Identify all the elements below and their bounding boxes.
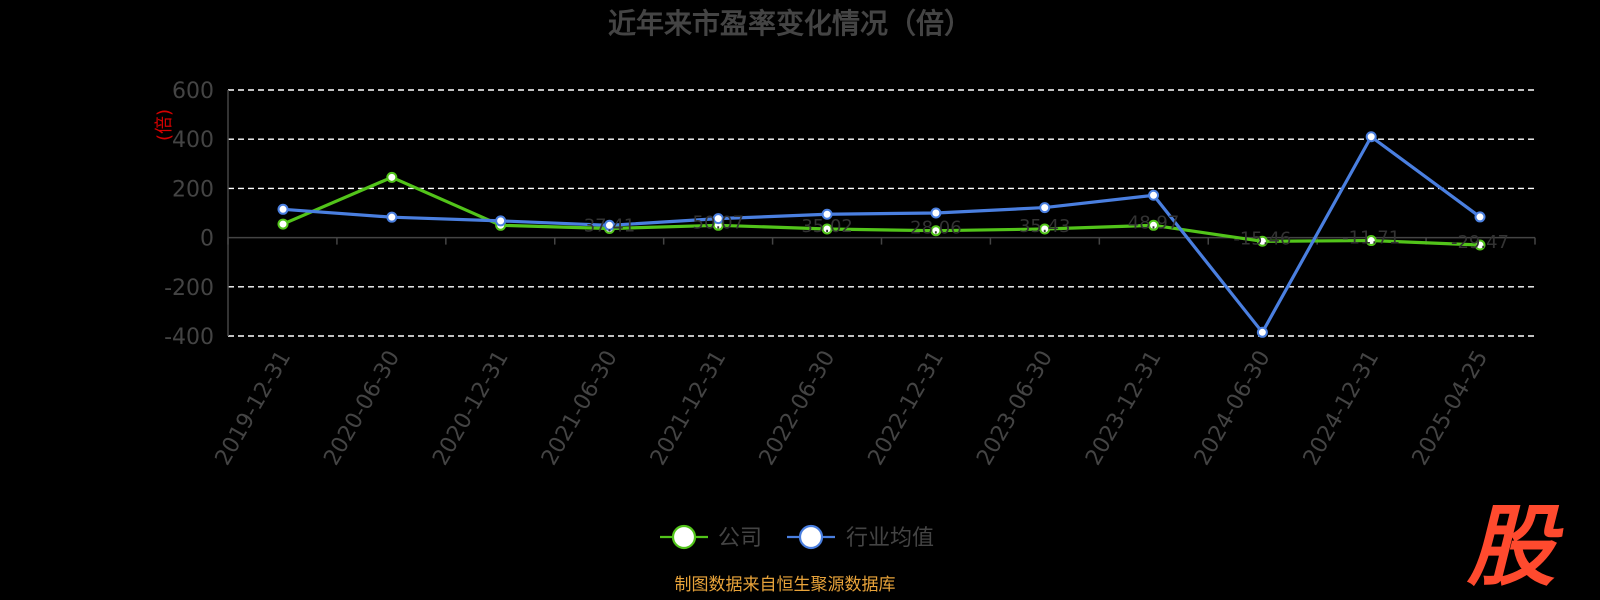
data-point-0[interactable] — [1148, 219, 1160, 231]
x-tick-label: 2023-12-31 — [1081, 347, 1167, 470]
y-tick-label: 600 — [172, 79, 214, 104]
x-tick-label: 2022-06-30 — [755, 347, 841, 470]
data-point-0[interactable] — [1039, 223, 1051, 235]
series-line-0 — [282, 175, 1481, 247]
x-tick-label: 2024-12-31 — [1299, 347, 1385, 470]
legend[interactable]: 公司 行业均值 — [660, 524, 934, 551]
data-point-0[interactable] — [821, 223, 833, 235]
x-tick-label: 2020-06-30 — [319, 347, 405, 470]
y-tick-label: -400 — [164, 325, 214, 350]
data-point-0[interactable] — [1365, 235, 1377, 247]
axes — [227, 90, 1536, 336]
data-point-1[interactable] — [277, 203, 289, 215]
data-point-1[interactable] — [1039, 202, 1051, 214]
series-line-1 — [282, 135, 1481, 334]
x-tick-label: 2025-04-25 — [1408, 347, 1494, 470]
legend-swatch-marker — [671, 524, 697, 550]
data-point-0[interactable] — [386, 171, 398, 183]
data-labels: 37.41 50.07 35.02 28.06 35.43 48.97 -15.46 -11.… — [584, 212, 1509, 253]
data-point-0[interactable] — [277, 218, 289, 230]
data-point-1[interactable] — [1474, 211, 1486, 223]
legend-swatch-marker — [798, 524, 824, 550]
data-point-0[interactable] — [1256, 235, 1268, 247]
x-tick-label: 2019-12-31 — [211, 347, 297, 470]
x-tick-label: 2021-06-30 — [537, 347, 623, 470]
y-tick-label: 200 — [172, 177, 214, 202]
y-tick-labels: 600 400 200 0 -200 -400 — [164, 79, 214, 350]
data-point-1[interactable] — [1365, 131, 1377, 143]
x-tick-labels: 2019-12-31 2020-06-30 2020-12-31 2021-06-30… — [211, 347, 1494, 470]
data-point-1[interactable] — [930, 207, 942, 219]
data-label: -15.46 — [1233, 228, 1291, 249]
data-label: -29.47 — [1451, 232, 1509, 253]
legend-item-0[interactable]: 公司 — [660, 524, 762, 551]
watermark-logo: 股 — [1466, 495, 1564, 598]
series-lines — [277, 131, 1486, 338]
data-point-1[interactable] — [386, 211, 398, 223]
x-tick-label: 2022-12-31 — [864, 347, 950, 470]
data-label: 37.41 — [584, 215, 636, 236]
data-point-0[interactable] — [1474, 239, 1486, 251]
x-tick-label: 2021-12-31 — [646, 347, 732, 470]
legend-label: 行业均值 — [846, 526, 934, 551]
source-note: 制图数据来自恒生聚源数据库 — [675, 575, 896, 595]
data-label: 50.07 — [693, 212, 745, 233]
y-tick-label: 400 — [172, 128, 214, 153]
data-label: 35.02 — [801, 216, 853, 237]
y-tick-label: 0 — [200, 227, 214, 252]
y-axis-title: (倍) — [154, 109, 175, 141]
x-tick-label: 2024-06-30 — [1190, 347, 1276, 470]
y-tick-label: -200 — [164, 276, 214, 301]
x-tick-label: 2020-12-31 — [428, 347, 514, 470]
chart-title: 近年来市盈率变化情况（倍） — [608, 7, 972, 40]
data-point-1[interactable] — [1256, 326, 1268, 338]
data-point-0[interactable] — [930, 225, 942, 237]
data-point-1[interactable] — [821, 208, 833, 220]
data-point-1[interactable] — [495, 215, 507, 227]
data-point-1[interactable] — [1148, 189, 1160, 201]
data-label: 48.97 — [1128, 212, 1180, 233]
data-point-1[interactable] — [712, 213, 724, 225]
data-label: 28.06 — [910, 218, 962, 239]
grid-lines — [228, 89, 1535, 337]
data-label: -11.71 — [1342, 228, 1400, 249]
legend-label: 公司 — [718, 526, 762, 551]
data-point-1[interactable] — [603, 219, 615, 231]
x-tick-label: 2023-06-30 — [972, 347, 1058, 470]
legend-item-1[interactable]: 行业均值 — [787, 524, 934, 551]
data-label: 35.43 — [1019, 216, 1071, 237]
